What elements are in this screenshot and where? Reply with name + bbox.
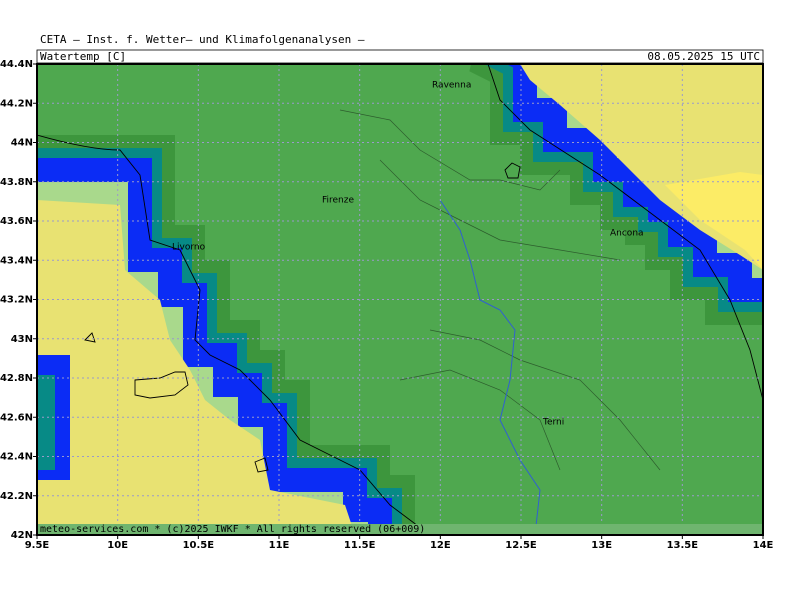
- lon-tick-label: 11.5E: [344, 540, 376, 551]
- city-label: Ravenna: [432, 81, 471, 91]
- map-area: [37, 64, 763, 535]
- lat-tick-label: 44.2N: [0, 98, 33, 109]
- lon-tick-label: 13.5E: [667, 540, 699, 551]
- west-sea: [37, 135, 415, 535]
- lat-tick-label: 42.2N: [0, 491, 33, 502]
- city-label: Ancona: [610, 229, 644, 239]
- lon-tick-label: 13E: [591, 540, 612, 551]
- east-sea: [469, 64, 763, 325]
- lat-tick-label: 44N: [11, 138, 33, 149]
- borders: [339, 109, 661, 471]
- city-label: Firenze: [322, 196, 354, 206]
- copyright: meteo-services.com * (c)2025 IWKF * All …: [40, 524, 425, 535]
- lon-tick-label: 9.5E: [25, 540, 50, 551]
- header: CETA — Inst. f. Wetter— und Klimafolgena…: [40, 33, 365, 46]
- band-teal: [37, 375, 55, 470]
- lat-tick-label: 42.4N: [0, 452, 33, 463]
- copyright-bar: [37, 524, 763, 535]
- lon-tick-label: 12.5E: [505, 540, 537, 551]
- city-label: Livorno: [172, 243, 206, 253]
- coastline: [487, 64, 763, 401]
- lat-tick-label: 42.6N: [0, 412, 33, 423]
- timestamp: 08.05.2025 15 UTC: [647, 50, 760, 63]
- city-label: Terni: [542, 418, 564, 428]
- map-title: Watertemp [C]: [40, 50, 126, 63]
- islands: [84, 162, 521, 473]
- lat-tick-label: 43.8N: [0, 177, 33, 188]
- lat-tick-label: 43.6N: [0, 216, 33, 227]
- lat-tick-label: 43N: [11, 334, 33, 345]
- lon-tick-label: 10.5E: [183, 540, 215, 551]
- lat-tick-label: 43.2N: [0, 295, 33, 306]
- lat-tick-label: 42N: [11, 530, 33, 541]
- lat-tick-label: 44.4N: [0, 59, 33, 70]
- warm-water: [37, 200, 355, 535]
- lon-tick-label: 11E: [269, 540, 290, 551]
- lat-tick-label: 42.8N: [0, 373, 33, 384]
- lat-tick-label: 43.4N: [0, 255, 33, 266]
- river: [439, 199, 541, 535]
- lon-tick-label: 14E: [753, 540, 774, 551]
- lon-tick-label: 10E: [107, 540, 128, 551]
- axis-ticks: 42N 42.2N 42.4N 42.6N 42.8N 43N 43.2N 43.4N 43.6…: [0, 59, 774, 551]
- lon-tick-label: 12E: [430, 540, 451, 551]
- grid: [37, 64, 763, 535]
